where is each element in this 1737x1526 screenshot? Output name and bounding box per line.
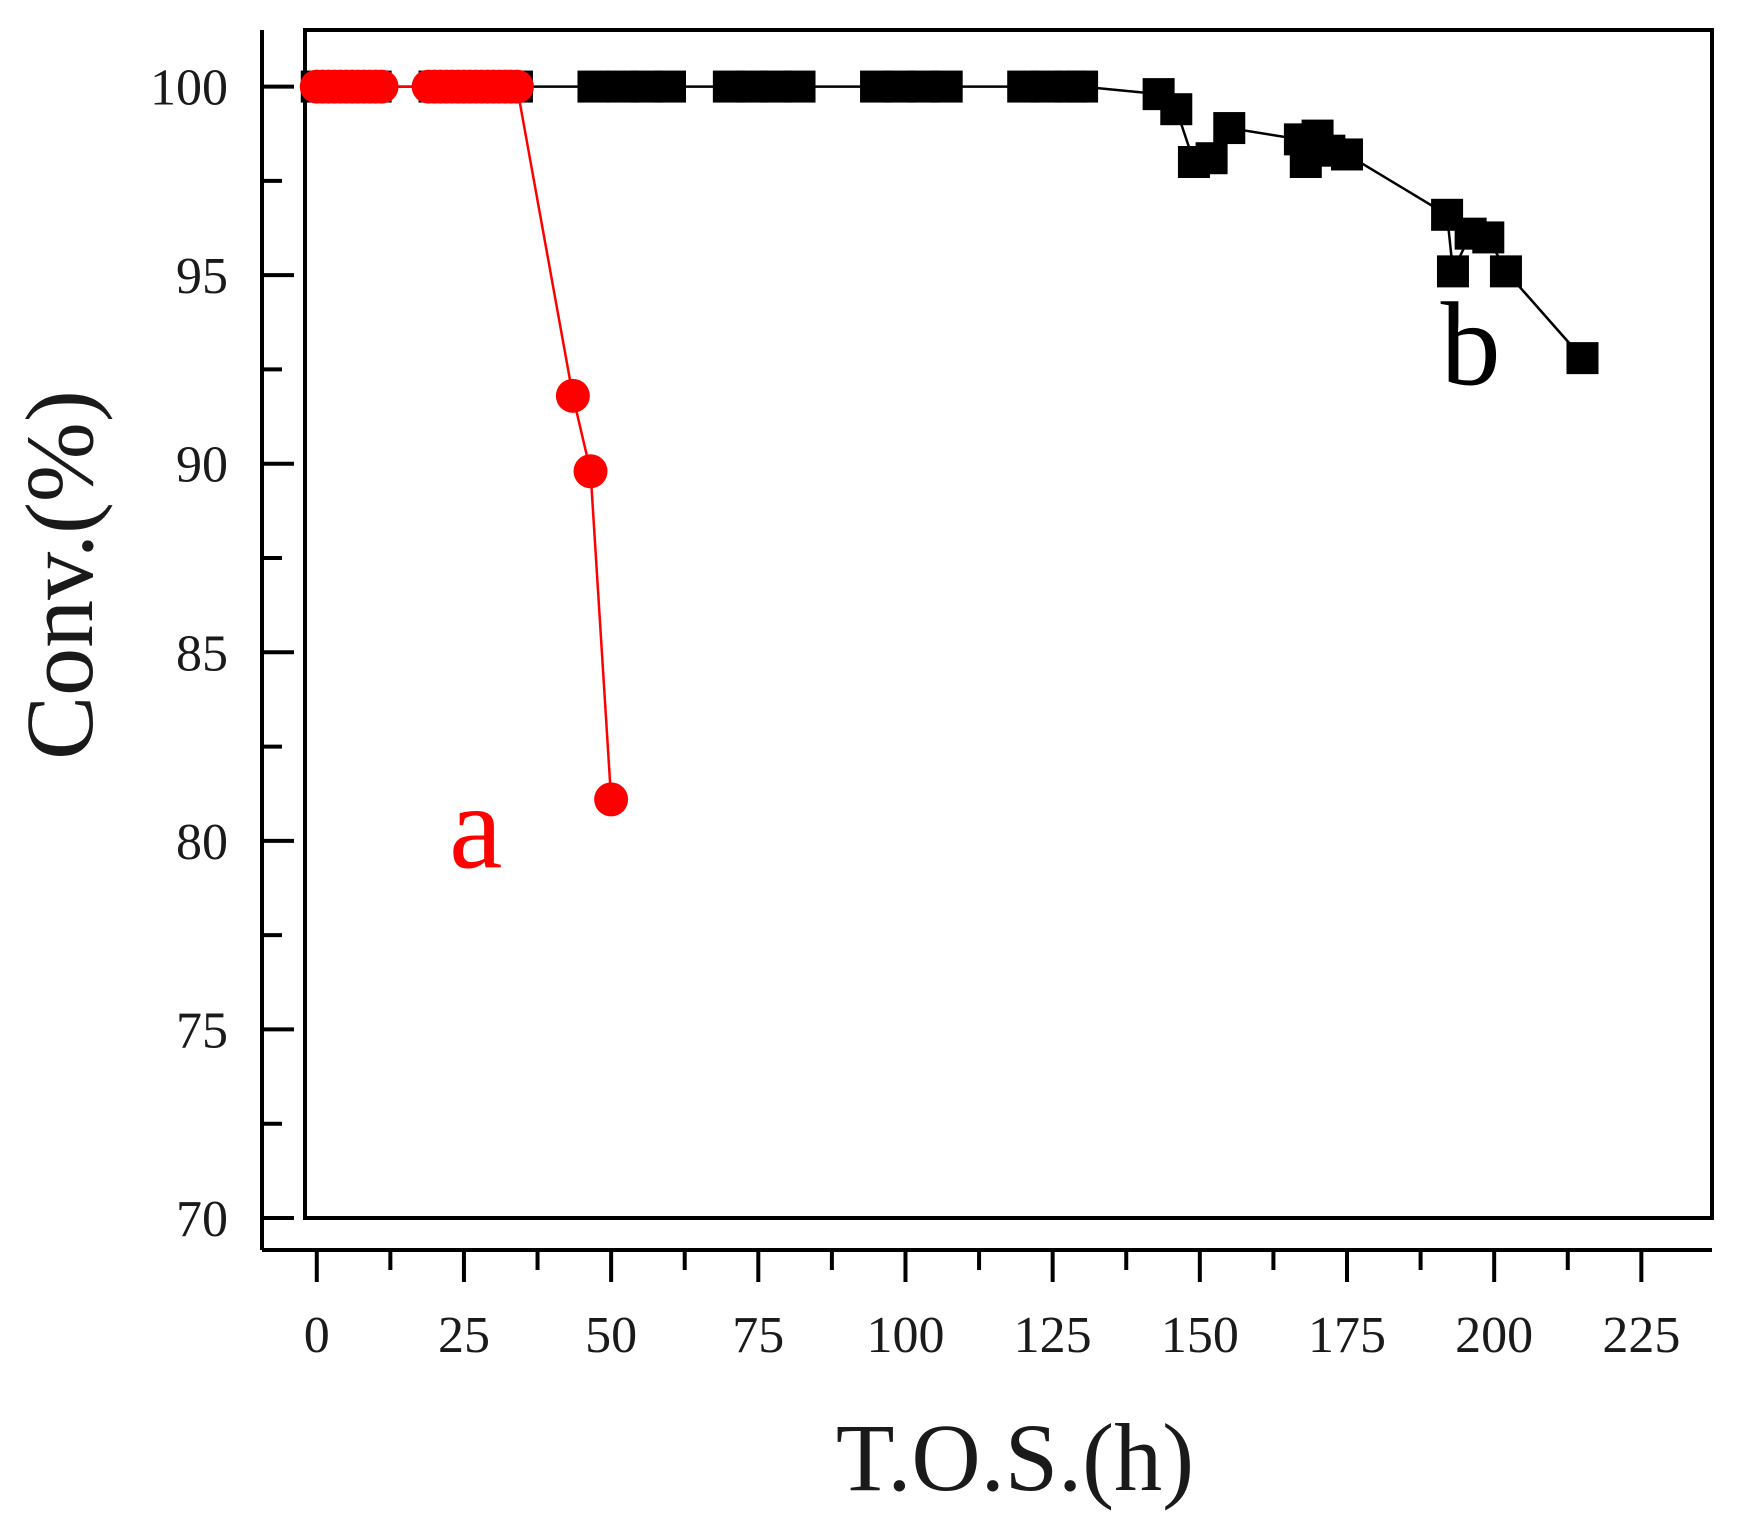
- y-tick-label: 75: [176, 1002, 228, 1059]
- series-a-point: [364, 69, 399, 104]
- axes: [260, 28, 1714, 1282]
- series-b-point: [1160, 93, 1193, 126]
- series-markers: [299, 69, 1599, 817]
- series-b-point: [653, 70, 686, 103]
- x-tick-label: 150: [1161, 1307, 1239, 1364]
- y-axis-title: Conv.(%): [6, 390, 113, 760]
- x-tick-label: 175: [1308, 1307, 1386, 1364]
- series-b-point: [1331, 138, 1364, 171]
- y-tick-label: 95: [176, 248, 228, 305]
- y-tick-label: 80: [176, 814, 228, 871]
- x-tick-label: 225: [1602, 1307, 1680, 1364]
- series-a-point: [594, 782, 629, 817]
- series-a-point: [573, 454, 608, 489]
- series-b-point: [577, 70, 610, 103]
- x-tick-label: 100: [866, 1307, 944, 1364]
- series-annotation-b: b: [1441, 278, 1501, 411]
- x-tick-label: 50: [585, 1307, 637, 1364]
- y-tick-label: 85: [176, 625, 228, 682]
- x-axis-title: T.O.S.(h): [836, 1404, 1194, 1511]
- y-tick-label: 100: [150, 60, 228, 117]
- y-tick-label: 90: [176, 437, 228, 494]
- x-tick-label: 25: [438, 1307, 490, 1364]
- series-b-point: [1195, 142, 1228, 175]
- series-a-point: [555, 378, 590, 413]
- series-lines: [316, 85, 1584, 800]
- series-b-point: [783, 70, 816, 103]
- y-tick-label: 70: [176, 1191, 228, 1248]
- series-b-point: [1436, 255, 1469, 288]
- series-b-point: [1566, 342, 1599, 375]
- series-b-point: [1472, 221, 1505, 254]
- series-a-point: [499, 69, 534, 104]
- series-b-point: [930, 70, 963, 103]
- series-b-point: [1066, 70, 1099, 103]
- plot-frame: [303, 28, 1714, 1220]
- tick-labels: 0 25 50 75 100 125 150 175 200 225 70 75 80 85 90 95 100…: [150, 60, 1680, 1364]
- series-annotation-a: a: [449, 760, 502, 893]
- series-b-line: [316, 85, 1584, 359]
- x-tick-label: 75: [732, 1307, 784, 1364]
- x-tick-label: 0: [304, 1307, 330, 1364]
- series-a-line: [316, 85, 613, 800]
- x-tick-label: 125: [1014, 1307, 1092, 1364]
- x-tick-label: 200: [1455, 1307, 1533, 1364]
- series-b-point: [1489, 255, 1522, 288]
- series-b-point: [1213, 112, 1246, 145]
